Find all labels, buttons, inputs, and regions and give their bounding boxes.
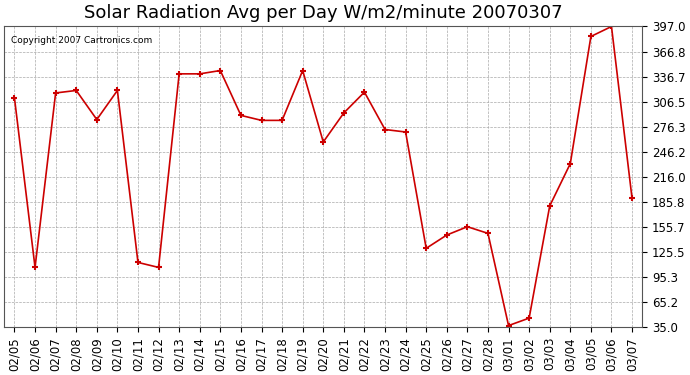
- Title: Solar Radiation Avg per Day W/m2/minute 20070307: Solar Radiation Avg per Day W/m2/minute …: [84, 4, 562, 22]
- Text: Copyright 2007 Cartronics.com: Copyright 2007 Cartronics.com: [10, 36, 152, 45]
